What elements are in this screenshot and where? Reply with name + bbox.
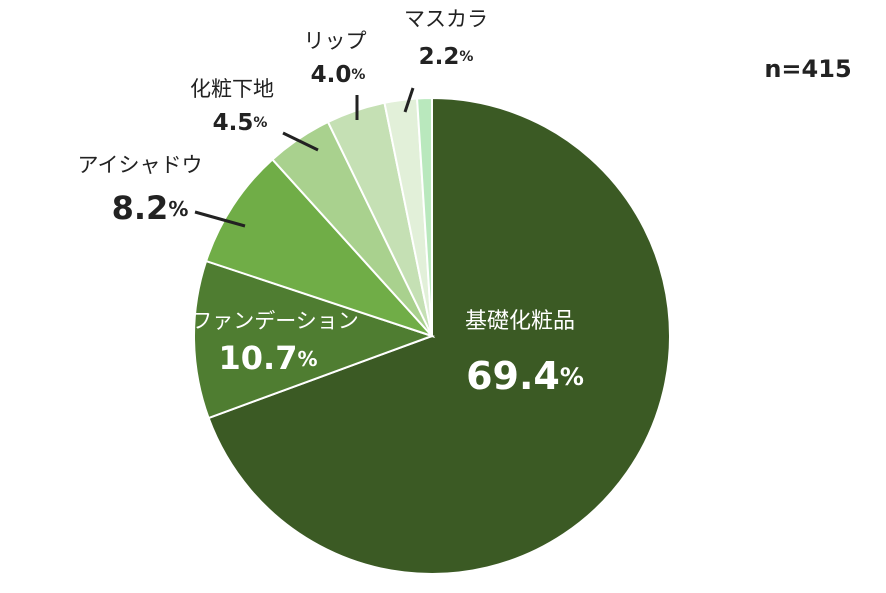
slice-label: リップ <box>304 29 367 53</box>
leader-line <box>194 210 246 228</box>
leader-line <box>403 87 415 113</box>
pie-slice <box>207 96 671 575</box>
slice-label: アイシャドウ <box>78 153 203 177</box>
pie-slice <box>204 158 436 339</box>
value-label: 4.0% <box>311 62 366 88</box>
value-label: 4.5% <box>213 110 268 136</box>
slice-label: マスカラ <box>404 7 488 31</box>
value-label: 8.2% <box>112 189 189 227</box>
slice-label: 基礎化粧品 <box>465 309 575 334</box>
pie-slice <box>415 96 433 337</box>
value-label: 69.4% <box>466 354 584 398</box>
pie-slice <box>193 259 436 420</box>
leader-line <box>282 131 319 152</box>
slice-label: 化粧下地 <box>190 77 274 101</box>
slice-label: ファンデーション <box>191 309 359 333</box>
value-label: 10.7% <box>219 339 318 377</box>
value-label: 2.2% <box>419 44 474 70</box>
sample-size: n=415 <box>764 55 851 83</box>
